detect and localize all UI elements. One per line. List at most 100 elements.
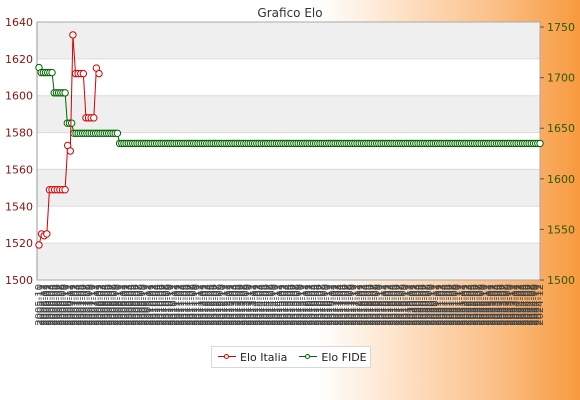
x-tick-label: 2008-06 [104,284,115,326]
x-tick-label: 2015-02 [278,284,289,326]
x-tick-label: 2023-10 [505,284,516,326]
left-y-tick-label: 1560 [5,163,33,176]
x-tick-label: 2016-01 [302,284,313,326]
x-tick-label: 2008-11 [115,284,126,326]
data-point [48,68,56,77]
x-tick-label: 2014-06 [261,284,272,326]
x-tick-label: 2015-10 [295,284,306,326]
chart-legend: Elo Italia Elo FIDE [211,346,371,368]
x-tick-label: 2014-03 [254,284,265,326]
x-tick-label: 2006-12 [64,284,75,326]
x-tick-label: 2017-04 [335,284,346,326]
x-tick-label: 2023-03 [489,284,500,326]
x-tick-label: 2021-08 [448,284,459,326]
x-tick-label: 2016-05 [311,284,322,326]
x-tick-label: 2006-08 [56,284,67,326]
x-tick-label: 2021-11 [454,284,465,326]
x-tick-label: 2007-04 [73,284,84,326]
x-tick-label: 2009-11 [141,284,152,326]
x-tick-label: 2020-04 [413,284,424,326]
x-tick-label: 2024-03 [515,284,526,326]
x-tick-label: 2011-07 [184,284,195,326]
x-tick-label: 2006-02 [43,284,54,326]
x-tick-label: 2007-05 [75,284,86,326]
x-tick-label: 2015-07 [289,284,300,326]
x-tick-label: 2010-07 [158,284,169,326]
x-tick-label: 2008-08 [108,284,119,326]
x-tick-label: 2019-08 [396,284,407,326]
x-tick-label: 2017-05 [337,284,348,326]
left-y-tick-label: 1640 [5,16,33,29]
x-tick-label: 2020-03 [411,284,422,326]
left-y-tick-label: 1580 [5,127,33,140]
left-y-tick-label: 1520 [5,237,33,250]
x-tick-label: 2007-10 [86,284,97,326]
x-tick-label: 2009-12 [143,284,154,326]
x-tick-label: 2011-08 [186,284,197,326]
x-tick-label: 2016-06 [313,284,324,326]
x-tick-label: 2017-12 [352,284,363,326]
x-tick-label: 2010-03 [149,284,160,326]
plot-area [37,22,540,280]
left-y-tick-label: 1540 [5,200,33,213]
x-tick-label: 2012-07 [210,284,221,326]
x-tick-label: 2019-04 [387,284,398,326]
x-tick-label: 2008-07 [106,284,117,326]
right-y-tick-label: 1500 [547,274,575,287]
x-axis: 2005-102005-112005-122006-012006-022006-… [34,284,546,326]
x-tick-label: 2010-09 [163,284,174,326]
x-tick-label: 2013-11 [245,284,256,326]
data-point [79,69,88,78]
x-tick-label: 2015-12 [300,284,311,326]
x-tick-label: 2018-06 [365,284,376,326]
x-tick-label: 2017-01 [328,284,339,326]
x-tick-label: 2013-12 [247,284,258,326]
x-tick-label: 2023-02 [487,284,498,326]
x-tick-label: 2015-01 [276,284,287,326]
x-tick-label: 2007-01 [67,284,78,326]
x-tick-label: 2012-11 [219,284,230,326]
x-tick-label: 2018-10 [374,284,385,326]
x-tick-label: 2005-10 [34,284,45,326]
x-tick-label: 2008-04 [99,284,110,326]
x-tick-label: 2019-12 [404,284,415,326]
x-tick-label: 2010-02 [147,284,158,326]
x-tick-label: 2017-11 [350,284,361,326]
x-tick-label: 2024-09 [528,284,539,326]
x-tick-label: 2021-02 [435,284,446,326]
x-tick-label: 2007-03 [71,284,82,326]
x-tick-label: 2008-02 [95,284,106,326]
x-tick-label: 2011-12 [195,284,206,326]
x-tick-label: 2015-08 [291,284,302,326]
x-tick-label: 2012-05 [206,284,217,326]
x-tick-label: 2012-02 [200,284,211,326]
x-tick-label: 2023-05 [494,284,505,326]
legend-item-elo-italia: Elo Italia [218,351,287,364]
x-tick-label: 2010-11 [167,284,178,326]
x-tick-label: 2023-12 [509,284,520,326]
x-tick-label: 2024-07 [524,284,535,326]
x-tick-label: 2022-04 [465,284,476,326]
chart-title: Grafico Elo [257,6,322,20]
x-tick-label: 2023-09 [502,284,513,326]
x-tick-label: 2012-09 [215,284,226,326]
x-tick-label: 2007-11 [88,284,99,326]
data-point [536,139,544,148]
x-tick-label: 2016-04 [308,284,319,326]
legend-swatch-red-icon [218,352,236,362]
x-tick-label: 2017-02 [330,284,341,326]
plot-band [37,169,540,207]
x-tick-label: 2021-07 [446,284,457,326]
x-tick-label: 2007-08 [82,284,93,326]
x-tick-label: 2006-06 [51,284,62,326]
x-tick-label: 2011-01 [171,284,182,326]
plot-band [37,22,540,59]
x-tick-label: 2009-04 [125,284,136,326]
x-tick-label: 2012-12 [221,284,232,326]
x-tick-label: 2024-08 [526,284,537,326]
x-tick-label: 2015-04 [282,284,293,326]
x-tick-label: 2012-03 [202,284,213,326]
x-tick-label: 2011-09 [189,284,200,326]
data-point [113,129,122,137]
